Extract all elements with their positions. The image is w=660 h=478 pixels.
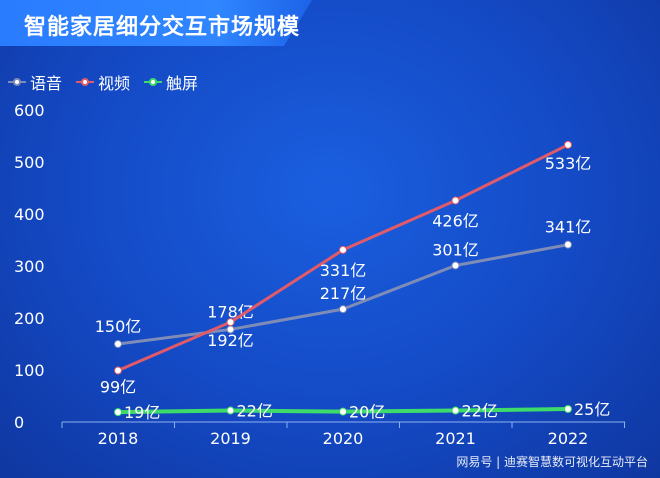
data-label-voice: 150亿 [95, 317, 142, 336]
y-tick-label: 200 [14, 309, 45, 328]
data-label-video: 192亿 [207, 331, 254, 350]
chart-title: 智能家居细分交互市场规模 [24, 15, 301, 40]
watermark: 网易号 | 迪赛智慧数可视化互动平台 [456, 455, 648, 469]
data-point-voice [114, 340, 122, 348]
data-label-touch: 22亿 [462, 402, 498, 421]
data-point-video [451, 196, 460, 205]
data-point-video [114, 366, 122, 375]
data-point-touch [451, 406, 460, 415]
data-point-voice [339, 305, 347, 314]
data-label-voice: 178亿 [207, 302, 254, 321]
data-point-video [564, 140, 572, 149]
data-label-voice: 301亿 [432, 240, 479, 259]
y-tick-label: 300 [14, 257, 45, 276]
legend-item-video[interactable]: 视频 [76, 70, 130, 94]
legend-item-voice[interactable]: 语音 [8, 70, 62, 94]
y-tick-label: 400 [14, 205, 45, 224]
y-tick-label: 0 [14, 413, 24, 432]
x-tick-label: 2020 [323, 429, 364, 448]
x-tick-label: 2019 [210, 429, 251, 448]
data-point-video [226, 318, 235, 327]
data-point-voice [451, 261, 460, 270]
legend-swatch-voice [8, 77, 26, 87]
data-label-voice: 341亿 [545, 218, 592, 237]
data-label-touch: 19亿 [124, 403, 160, 422]
data-label-touch: 20亿 [349, 403, 385, 422]
data-point-video [339, 245, 347, 254]
legend-item-touch[interactable]: 触屏 [144, 70, 198, 94]
legend-swatch-video [76, 77, 95, 87]
x-tick-label: 2018 [98, 429, 139, 448]
legend-label-touch: 触屏 [166, 74, 199, 93]
data-label-video: 331亿 [320, 261, 367, 280]
data-point-touch [226, 406, 235, 415]
data-label-voice: 217亿 [320, 284, 367, 303]
title-banner [0, 0, 312, 46]
data-label-video: 533亿 [545, 154, 592, 173]
y-tick-label: 600 [14, 101, 45, 120]
data-label-touch: 22亿 [237, 402, 273, 421]
y-tick-label: 500 [14, 153, 45, 172]
data-label-touch: 25亿 [574, 400, 610, 419]
data-label-video: 99亿 [100, 378, 136, 397]
data-point-touch [339, 407, 347, 416]
legend: 语音 视频 触屏 [8, 70, 198, 94]
legend-swatch-touch [144, 77, 163, 87]
data-label-video: 426亿 [432, 211, 479, 230]
x-tick-label: 2022 [548, 429, 589, 448]
y-tick-label: 100 [14, 361, 45, 380]
data-point-touch [114, 408, 122, 417]
legend-label-video: 视频 [98, 74, 131, 93]
data-point-voice [564, 240, 572, 249]
data-point-touch [564, 405, 572, 413]
legend-label-voice: 语音 [30, 74, 63, 93]
x-tick-label: 2021 [435, 429, 476, 448]
